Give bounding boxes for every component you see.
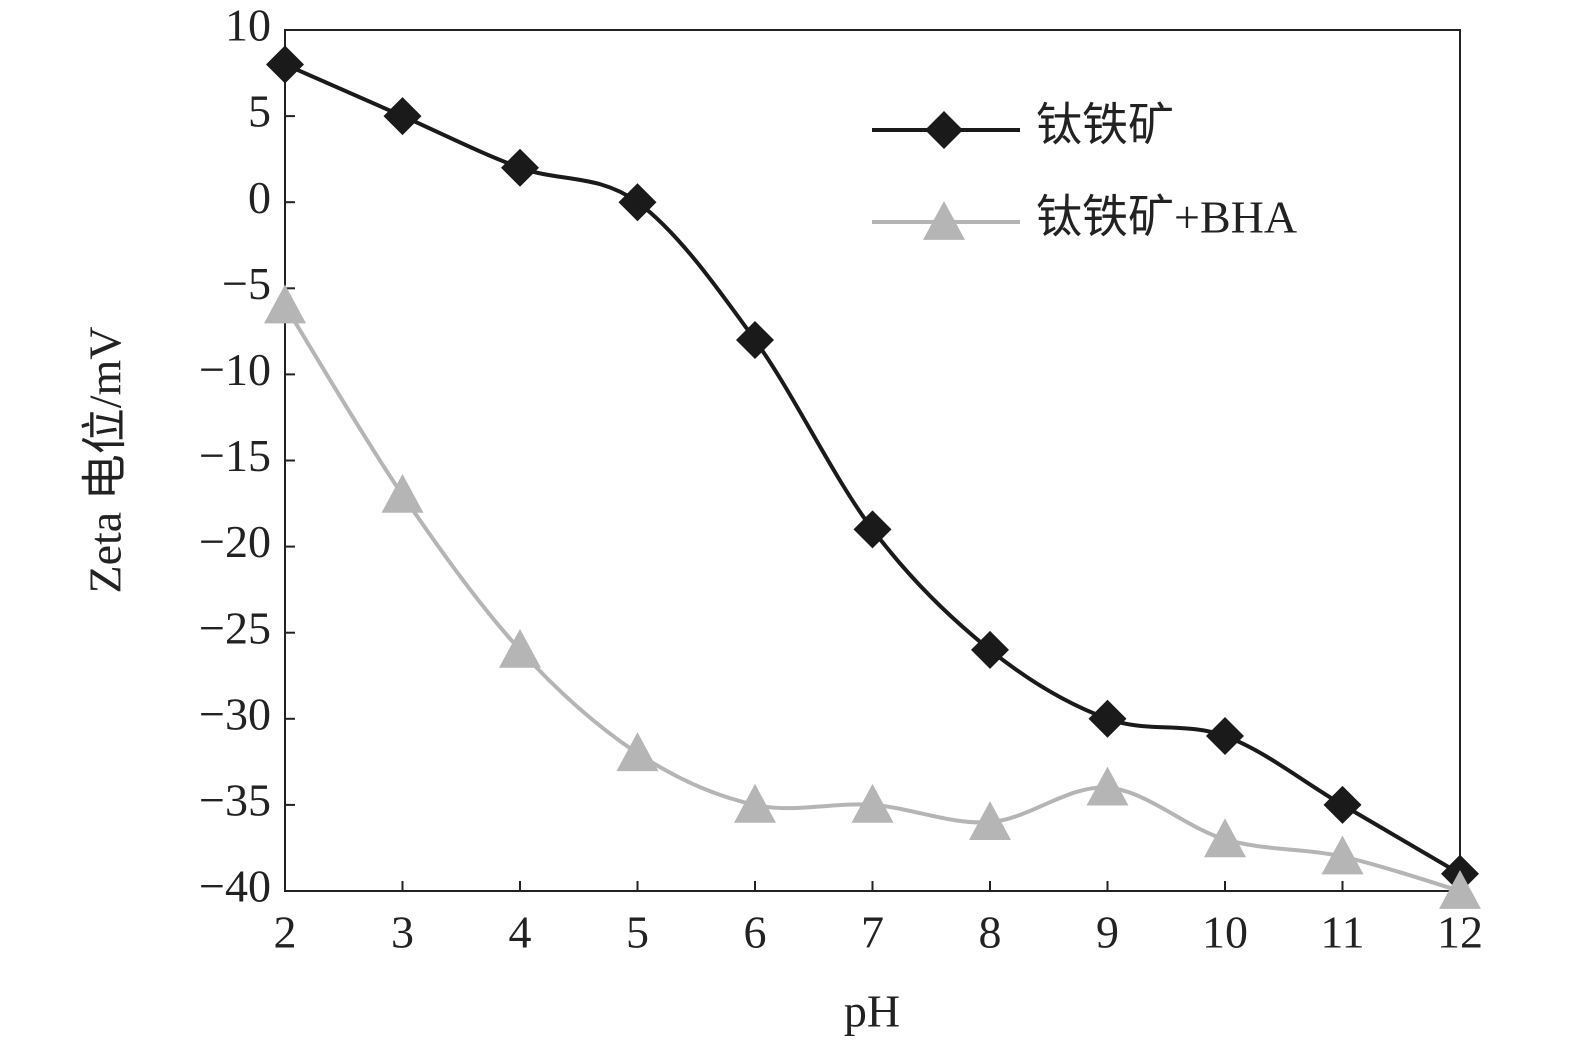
plot-frame	[284, 29, 1461, 892]
y-tick-label: −5	[222, 258, 271, 309]
x-axis-title: pH	[844, 986, 900, 1037]
data-point	[853, 510, 892, 549]
data-point	[1321, 835, 1364, 875]
data-point	[266, 45, 304, 84]
x-tick-label: 5	[626, 907, 649, 958]
data-point	[1204, 818, 1246, 858]
x-tick-label: 9	[1096, 907, 1119, 958]
x-tick-label: 10	[1202, 907, 1248, 958]
data-point	[616, 732, 659, 772]
data-point	[618, 183, 657, 222]
data-point	[499, 628, 541, 668]
series-line	[283, 304, 1461, 893]
data-point	[383, 97, 422, 136]
legend-marker	[923, 201, 965, 240]
x-tick-label: 4	[509, 907, 532, 958]
data-point	[501, 148, 539, 187]
data-point	[971, 630, 1009, 669]
data-point	[969, 801, 1011, 840]
y-tick-label: 0	[248, 172, 271, 223]
data-point	[1086, 766, 1129, 806]
x-tick-label: 2	[274, 907, 297, 958]
y-tick-label: −15	[199, 430, 271, 481]
y-tick-label: −20	[199, 516, 271, 567]
x-tick-label: 7	[861, 907, 884, 958]
legend-label: 钛铁矿+BHA	[1036, 192, 1297, 243]
y-tick-label: −25	[199, 602, 271, 653]
data-point	[851, 783, 894, 823]
legend-label: 钛铁矿	[1036, 100, 1174, 151]
y-tick-label: 10	[225, 0, 271, 51]
data-point	[264, 284, 306, 324]
x-tick-label: 3	[391, 907, 414, 958]
y-axis-title: Zeta 电位/mV	[80, 327, 131, 594]
data-point	[1439, 870, 1481, 909]
x-tick-label: 8	[979, 907, 1002, 958]
data-point	[734, 783, 776, 823]
y-tick-label: −35	[199, 774, 271, 825]
data-point	[381, 473, 424, 513]
y-tick-label: −30	[199, 688, 271, 739]
data-point	[1206, 717, 1244, 756]
y-tick-label: 5	[248, 86, 271, 137]
legend-marker	[925, 111, 963, 149]
data-point	[736, 320, 774, 359]
y-tick-label: −40	[199, 861, 271, 912]
x-tick-label: 12	[1437, 907, 1483, 958]
series-line	[284, 62, 1462, 876]
x-tick-label: 11	[1320, 907, 1364, 958]
data-point	[1323, 785, 1362, 824]
y-tick-label: −10	[199, 344, 271, 395]
data-point	[1088, 699, 1127, 738]
x-tick-label: 6	[744, 907, 767, 958]
